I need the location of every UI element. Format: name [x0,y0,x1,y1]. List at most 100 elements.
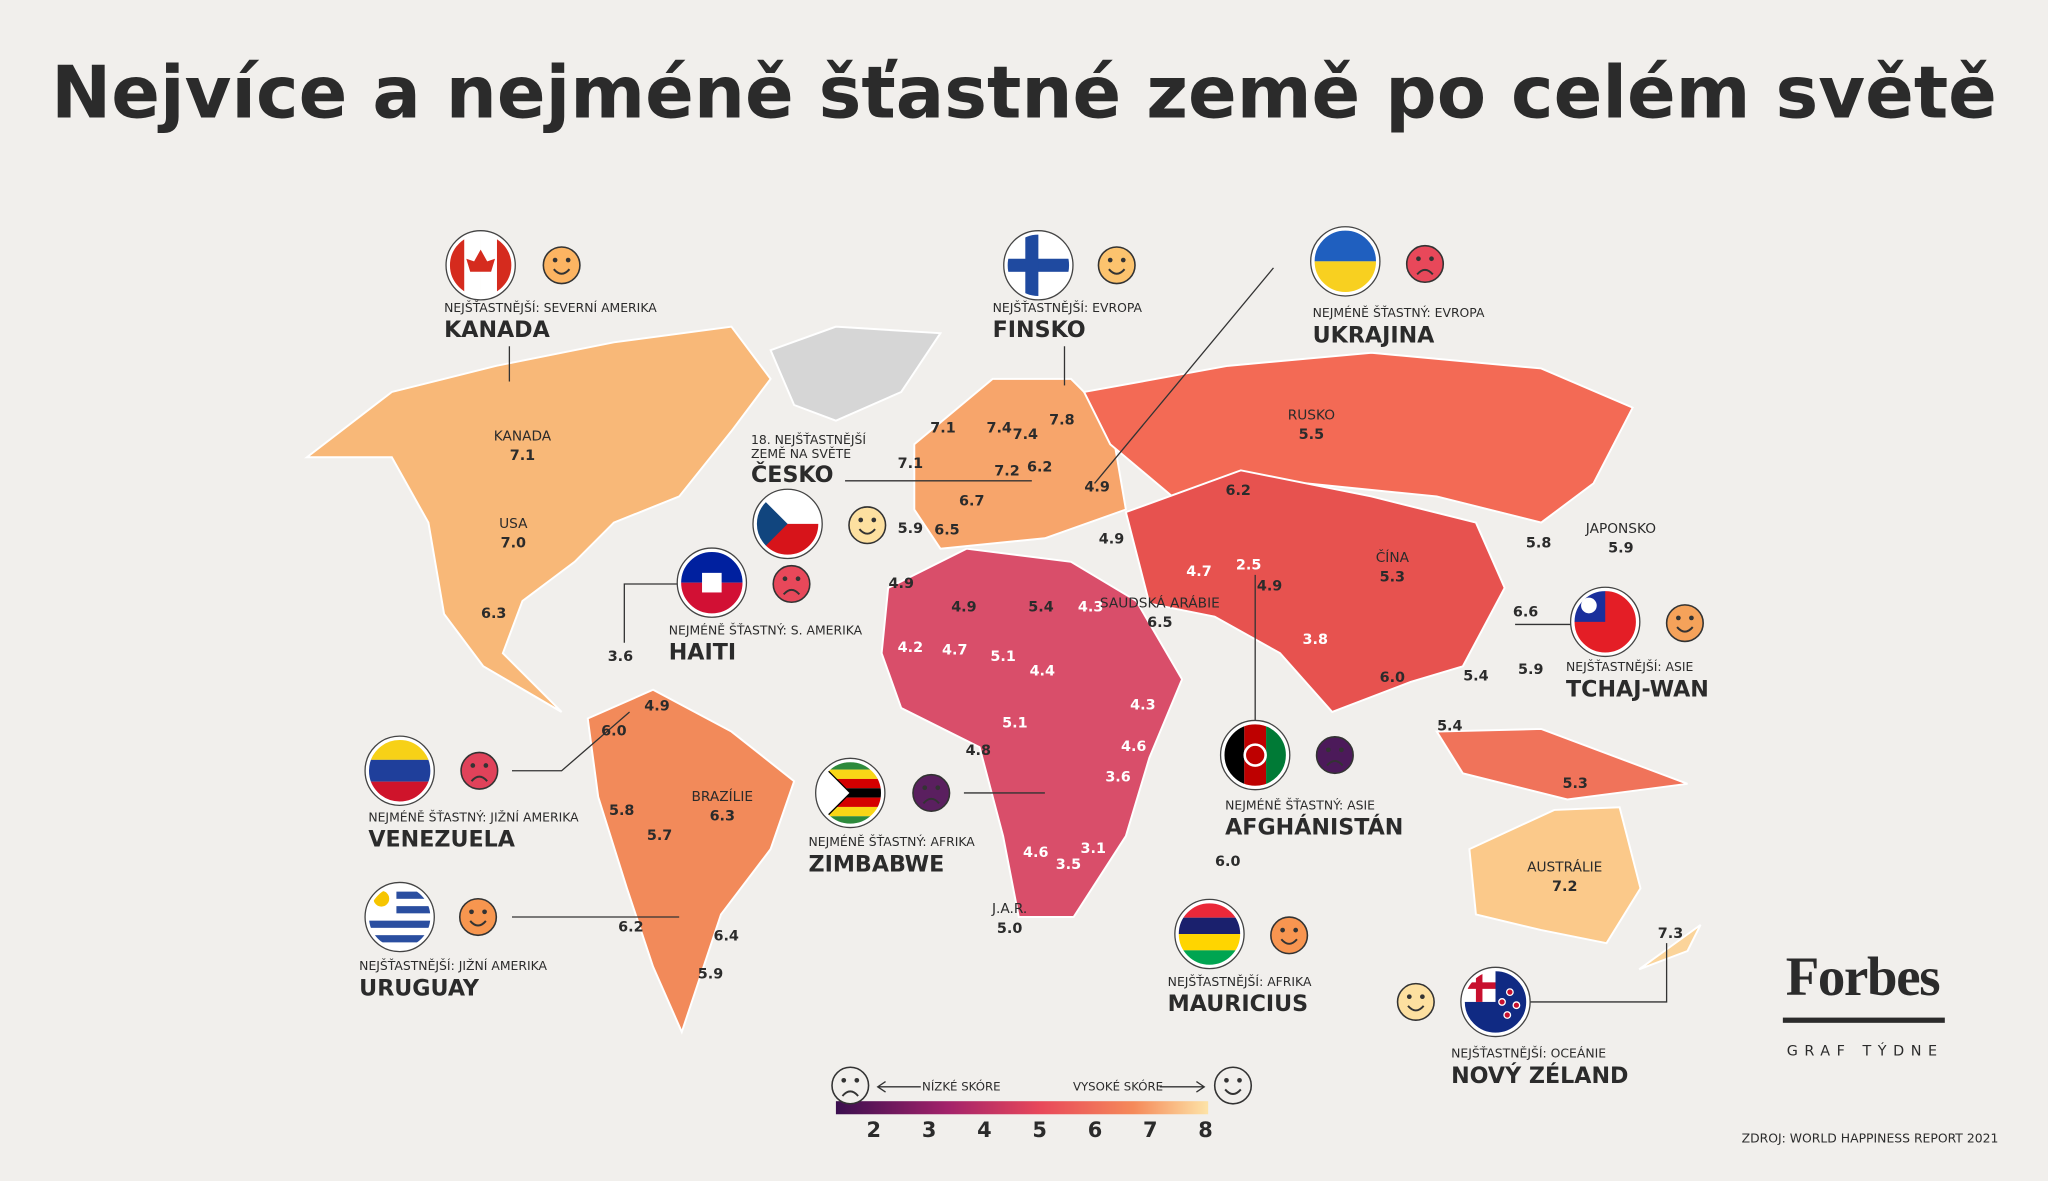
islands [1434,727,1688,801]
mouth [469,920,487,927]
flag-outline [815,757,886,829]
tri [754,491,788,557]
map [304,325,1702,1035]
callout-name: KANADA [444,317,551,343]
eye [1676,615,1681,621]
map-score: 7.1 [930,421,955,437]
map-score: 4.9 [889,576,914,592]
flag-part [367,884,433,892]
mouth [1407,1005,1425,1012]
map-score: 5.7 [647,828,672,844]
map-score: 6.0 [1380,670,1405,686]
map-score: 6.5 [934,522,959,538]
flag-part [367,906,433,914]
callout-name: MAURICIUS [1168,991,1308,1017]
map-score: 7.4 [1013,427,1038,443]
eye [1120,257,1126,263]
flag-ring [1460,967,1531,1037]
connector [623,583,678,643]
flag-ring [1570,587,1640,657]
flag-part [1312,228,1378,262]
mouth [858,528,876,535]
flag-part [1312,261,1378,295]
map-score: 6.2 [618,919,643,935]
eye [858,517,864,523]
connector [511,711,630,772]
flag-part [1176,934,1243,951]
eye [1107,257,1113,263]
star [1503,1011,1512,1019]
happy-face [1396,982,1435,1021]
map-score: 4.9 [1257,579,1282,595]
eye [1429,256,1434,262]
map-score: 6.0 [1215,854,1240,870]
eye [470,763,476,768]
north-america [304,325,772,713]
map-score: 2.5 [1236,558,1261,574]
map-country: ČÍNA [1376,548,1410,566]
australia [1468,806,1642,945]
eye [1325,747,1331,753]
happy-face [1097,246,1136,285]
callout-name: VENEZUELA [368,826,515,852]
greenland [769,325,943,422]
flag [1310,226,1381,297]
mouth [470,775,488,782]
legend-tick: 3 [922,1118,937,1142]
flag-outline [364,735,435,807]
map-score: 5.9 [898,521,923,537]
flag-outline [676,547,748,618]
flag [1174,898,1245,970]
map-score: 5.9 [1608,541,1633,557]
sad-face [912,773,951,813]
eye [469,909,474,915]
callout-caption: NEJŠŤASTNĚJŠÍ: SEVERNÍ AMERIKA [444,300,657,315]
map-score: 5.4 [1437,718,1462,734]
flag-part [1176,917,1243,935]
sun [1581,597,1597,614]
flag-part [817,778,883,789]
face [912,773,951,813]
map-score: 5.1 [990,649,1015,665]
map-score: 3.5 [1056,857,1081,873]
face [1097,246,1136,285]
callout-caption: NEJMÉNĚ ŠŤASTNÝ: AFRIKA [808,834,975,849]
flag-part [367,942,433,950]
flag-part [817,769,883,779]
flag [1003,230,1074,301]
flag-outline [1569,586,1641,658]
flag-ring [752,489,823,559]
map-country: AUSTRÁLIE [1527,857,1602,875]
happy-face [458,897,498,937]
callout-name: NOVÝ ZÉLAND [1451,1061,1628,1089]
flag-ring [1174,899,1245,969]
legend-arrows [876,1081,1206,1093]
flag-outline [1003,230,1074,301]
callout-caption: 18. NEJŠŤASTNĚJŠÍ [751,432,866,447]
map-score: 5.1 [1002,716,1027,732]
map-score: 4.8 [966,743,991,759]
eye [1339,747,1344,753]
face [458,897,498,937]
flag-part [817,797,883,807]
map-score: 4.2 [898,640,923,656]
map-score: 7.3 [1658,926,1683,942]
map-score: 5.9 [1518,662,1543,678]
eye [1689,615,1694,621]
map-score: 5.3 [1380,569,1405,585]
mouth [841,1090,859,1097]
map-score: 4.9 [1084,479,1109,495]
mouth [1416,268,1434,276]
mouth [922,797,940,805]
eye [1224,1077,1229,1083]
callout-name: TCHAJ-WAN [1566,676,1709,702]
map-score: 6.2 [1027,460,1052,476]
flag-part [1244,722,1267,788]
flag-part [367,898,433,907]
flag-part [1462,982,1496,989]
title: Nejvíce a nejméně šťastné země po celém … [51,51,1997,135]
callout-name: ČESKO [751,460,833,488]
eye [482,909,487,915]
callout-name: HAITI [669,640,736,666]
